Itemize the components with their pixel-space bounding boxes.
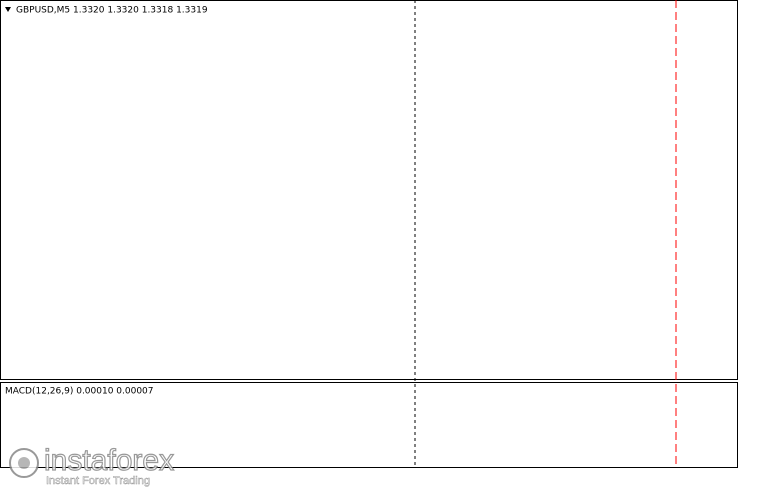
logo-icon-core	[18, 457, 30, 469]
watermark-tagline: Instant Forex Trading	[46, 475, 150, 487]
dropdown-icon[interactable]	[5, 7, 11, 12]
macd-pane-frame	[0, 382, 738, 468]
watermark-brand: instaforex	[44, 444, 174, 477]
chart-title: GBPUSD,M5 1.3320 1.3320 1.3318 1.3319	[16, 6, 208, 16]
watermark: instaforex Instant Forex Trading	[9, 443, 175, 487]
price-pane-frame	[0, 0, 738, 380]
macd-title: MACD(12,26,9) 0.00010 0.00007	[5, 387, 154, 397]
